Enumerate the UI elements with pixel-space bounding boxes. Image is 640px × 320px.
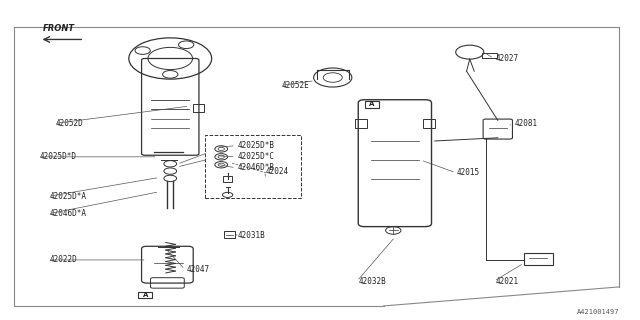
Text: 42021: 42021 — [495, 277, 518, 286]
Text: 42081: 42081 — [515, 119, 538, 128]
Bar — [193, 105, 204, 112]
Text: 42022D: 42022D — [49, 255, 77, 264]
Text: 42025D*A: 42025D*A — [49, 192, 86, 201]
Text: 42024: 42024 — [266, 167, 289, 176]
Bar — [205, 135, 301, 198]
Bar — [223, 176, 232, 182]
Bar — [524, 252, 552, 265]
Text: A421001497: A421001497 — [577, 309, 620, 316]
Text: 42015: 42015 — [457, 168, 480, 177]
Text: 42025D*C: 42025D*C — [237, 152, 274, 161]
Text: 42046D*B: 42046D*B — [237, 164, 274, 172]
Bar — [355, 119, 367, 128]
Bar — [483, 53, 497, 59]
Text: 42052D: 42052D — [56, 119, 83, 128]
Text: A: A — [369, 101, 374, 108]
Text: 42052E: 42052E — [282, 81, 310, 90]
Text: 42047: 42047 — [186, 265, 209, 274]
Bar — [423, 119, 435, 128]
Text: A: A — [143, 292, 148, 298]
Text: 42025D*B: 42025D*B — [237, 141, 274, 150]
Text: 42032B: 42032B — [358, 277, 386, 286]
Bar — [225, 231, 235, 238]
Text: 42027: 42027 — [495, 54, 518, 63]
Text: 42031B: 42031B — [237, 231, 265, 240]
Text: FRONT: FRONT — [43, 24, 75, 33]
Text: 42046D*A: 42046D*A — [49, 209, 86, 219]
Text: 42025D*D: 42025D*D — [40, 152, 77, 161]
